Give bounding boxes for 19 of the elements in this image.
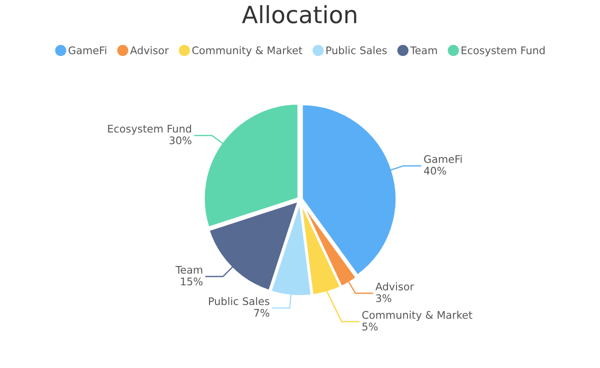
data-label: 15% bbox=[181, 277, 202, 286]
data-label: 5% bbox=[362, 322, 378, 331]
chart-title: Allocation bbox=[242, 5, 356, 24]
slice-label: Community & Market bbox=[362, 310, 472, 321]
data-label: 3% bbox=[376, 294, 392, 302]
data-label: 30% bbox=[170, 136, 192, 144]
slice-label: Ecosystem Fund bbox=[108, 124, 192, 135]
slice-label: GameFi bbox=[424, 154, 462, 164]
legend-label: Community & Market bbox=[192, 46, 302, 56]
data-label: 40% bbox=[424, 166, 446, 175]
slice-label: Public Sales bbox=[209, 297, 270, 306]
legend-label: Public Sales bbox=[326, 46, 387, 54]
legend-label: Ecosystem Fund bbox=[462, 46, 545, 56]
legend-label: GameFi bbox=[68, 46, 106, 54]
slice-label: Advisor bbox=[375, 282, 414, 290]
legend-label: Advisor bbox=[130, 46, 169, 54]
data-label: 7% bbox=[254, 308, 270, 317]
slice-label: Team bbox=[176, 266, 202, 274]
legend-label: Team bbox=[410, 46, 437, 54]
